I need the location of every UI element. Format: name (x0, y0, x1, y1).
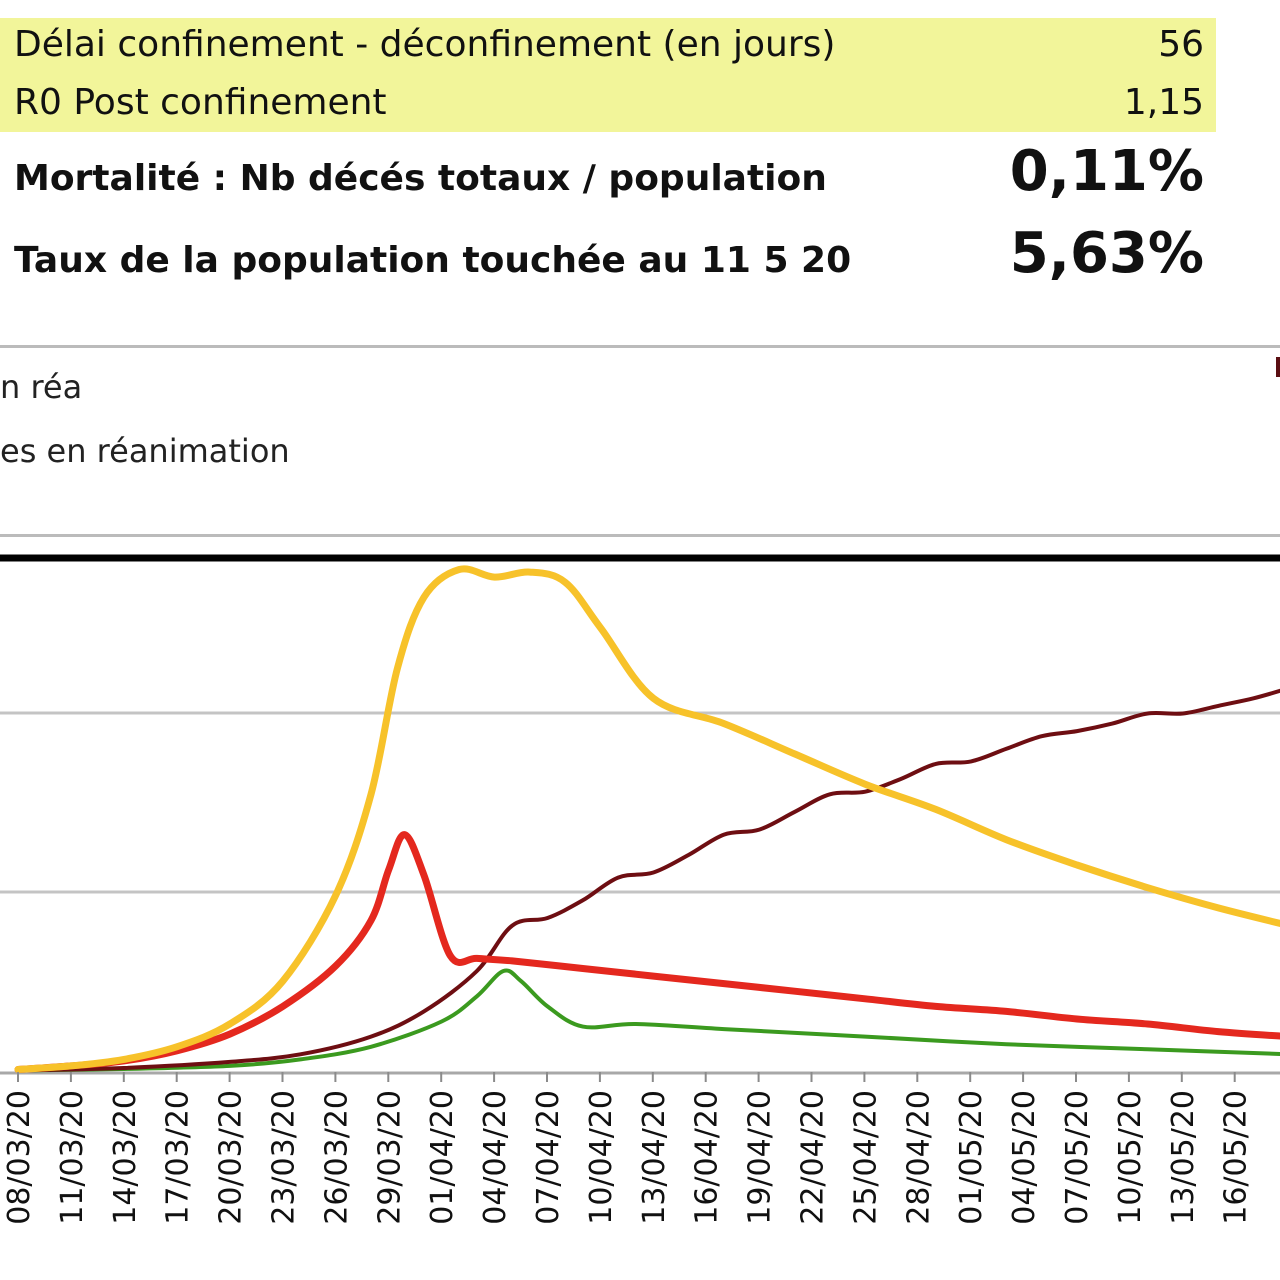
x-tick-label: 19/04/20 (743, 1090, 778, 1225)
x-tick-label: 01/04/20 (425, 1090, 460, 1225)
x-tick-label: 26/03/20 (319, 1090, 354, 1225)
x-tick-label: 01/05/20 (954, 1090, 989, 1225)
x-tick-label: 11/03/20 (55, 1090, 90, 1225)
stat-row-delay: Délai confinement - déconfinement (en jo… (14, 24, 1204, 65)
stat-value: 56 (1158, 24, 1204, 65)
chart-legend (0, 345, 1280, 537)
x-tick-label: 14/03/20 (108, 1090, 143, 1225)
x-tick-label: 16/05/20 (1219, 1090, 1254, 1225)
x-tick-label: 25/04/20 (848, 1090, 883, 1225)
series-line-green (16, 968, 1280, 1073)
stat-label: R0 Post confinement (14, 82, 387, 123)
stat-value: 5,63% (1009, 221, 1204, 286)
series-line-dark-red (16, 688, 1280, 1073)
x-tick-label: 16/04/20 (690, 1090, 725, 1225)
x-tick-label: 10/04/20 (584, 1090, 619, 1225)
legend-marker (1276, 357, 1280, 377)
x-tick-label: 04/05/20 (1007, 1090, 1042, 1225)
x-tick-label: 04/04/20 (478, 1090, 513, 1225)
x-tick-label: 13/04/20 (637, 1090, 672, 1225)
x-axis: 08/03/20 11/03/20 14/03/20 17/03/20 20/03/20… (2, 1072, 1254, 1225)
x-tick-label: 13/05/20 (1166, 1090, 1201, 1225)
x-tick-label: 08/03/20 (2, 1090, 37, 1225)
stat-label: Taux de la population touchée au 11 5 20 (14, 240, 852, 281)
stat-row-r0: R0 Post confinement 1,15 (14, 82, 1204, 123)
x-tick-label: 29/03/20 (372, 1090, 407, 1225)
line-chart: 08/03/20 11/03/20 14/03/20 17/03/20 20/03/20… (0, 554, 1280, 1225)
stat-row-infected-rate: Taux de la population touchée au 11 5 20… (14, 226, 1204, 282)
series-line-red (14, 831, 1280, 1073)
x-tick-label: 23/03/20 (267, 1090, 302, 1225)
legend-item: es en réanimation (0, 432, 290, 470)
stat-row-mortality: Mortalité : Nb décés totaux / population… (14, 144, 1204, 200)
stat-value: 0,11% (1009, 139, 1204, 204)
x-tick-label: 07/04/20 (531, 1090, 566, 1225)
x-tick-label: 07/05/20 (1060, 1090, 1095, 1225)
x-tick-label: 10/05/20 (1113, 1090, 1148, 1225)
series-line-yellow (14, 565, 1280, 1073)
stats-panel: Délai confinement - déconfinement (en jo… (0, 0, 1280, 300)
x-tick-label: 20/03/20 (214, 1090, 249, 1225)
x-tick-label: 17/03/20 (161, 1090, 196, 1225)
chart-grid (0, 554, 1280, 1075)
legend-item: n réa (0, 368, 83, 406)
stat-value: 1,15 (1123, 82, 1204, 123)
x-tick-label: 28/04/20 (901, 1090, 936, 1225)
x-tick-label: 22/04/20 (796, 1090, 831, 1225)
highlighted-parameters (0, 18, 1216, 132)
stat-label: Délai confinement - déconfinement (en jo… (14, 24, 836, 65)
stat-label: Mortalité : Nb décés totaux / population (14, 158, 827, 199)
chart-series (14, 565, 1280, 1073)
